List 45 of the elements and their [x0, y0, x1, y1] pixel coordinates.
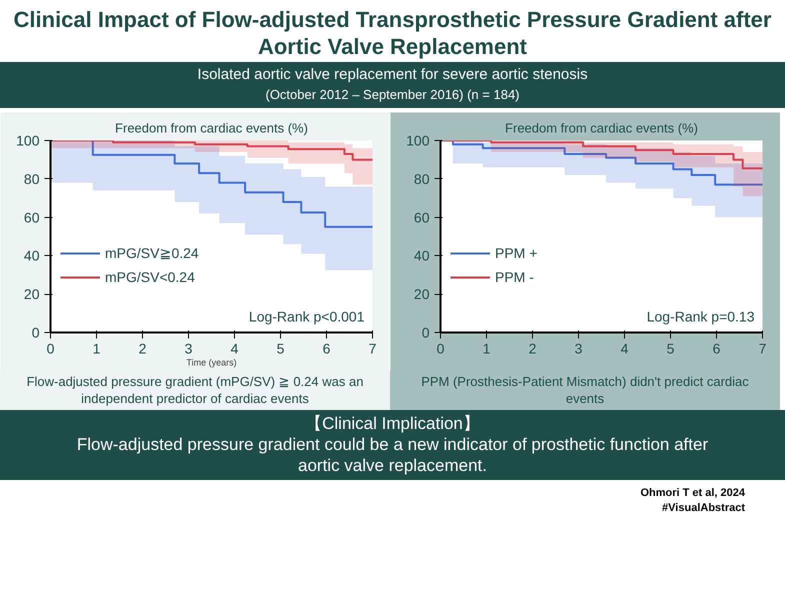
- y-axis-title: Freedom from cardiac events (%): [115, 120, 308, 136]
- x-tick-label: 2: [528, 340, 537, 356]
- text: #VisualAbstract: [662, 502, 745, 514]
- legend-label: PPM -: [495, 269, 534, 285]
- y-tick-label: 20: [24, 286, 40, 302]
- x-tick-label: 0: [436, 340, 445, 356]
- y-tick-label: 40: [24, 248, 40, 264]
- x-tick-label: 7: [368, 340, 377, 356]
- y-tick-label: 20: [414, 286, 430, 302]
- legend-label: PPM +: [495, 245, 538, 261]
- x-tick-label: 1: [92, 340, 101, 356]
- x-tick-label: 7: [758, 340, 767, 356]
- x-tick-label: 1: [482, 340, 491, 356]
- y-tick-label: 100: [406, 132, 430, 148]
- y-tick-label: 0: [32, 324, 40, 340]
- annotation: Log-Rank p=0.13: [646, 308, 755, 324]
- annotation: Log-Rank p<0.001: [248, 308, 365, 324]
- y-tick-label: 80: [414, 170, 430, 187]
- y-axis-title: Freedom from cardiac events (%): [505, 120, 698, 136]
- x-tick-label: 3: [574, 340, 583, 356]
- y-tick-label: 60: [414, 209, 430, 226]
- y-tick-label: 0: [422, 324, 430, 340]
- x-tick-label: 5: [666, 340, 675, 356]
- x-tick-label: 2: [138, 340, 147, 356]
- y-tick-label: 40: [414, 248, 430, 264]
- text: Ohmori T et al, 2024: [640, 487, 745, 499]
- legend-label: mPG/SV<0.24: [105, 269, 195, 285]
- text: Flow-adjusted pressure gradient (mPG/SV) ≧ 0.24 was an independent predictor of cardiac events: [0, 370, 390, 410]
- x-tick-label: 5: [276, 340, 285, 356]
- x-tick-label: 4: [230, 340, 239, 356]
- y-tick-label: 60: [24, 209, 40, 226]
- chart-title: Clinical Impact of Flow-adjusted Transprosthetic Pressure Gradient after Aortic Valve Replacement: [12, 6, 772, 60]
- text: 【Clinical Implication】: [305, 414, 480, 433]
- y-tick-label: 100: [16, 132, 40, 148]
- x-tick-label: 6: [322, 340, 331, 356]
- legend-label: mPG/SV≧0.24: [105, 245, 199, 261]
- text: Flow-adjusted pressure gradient could be a new indicator of prosthetic function after aortic valve replacement.: [76, 435, 708, 475]
- y-tick-label: 80: [24, 170, 40, 187]
- x-tick-label: 0: [46, 340, 55, 356]
- x-tick-label: 4: [620, 340, 629, 356]
- x-tick-label: 6: [712, 340, 721, 356]
- x-axis-title: Time (years): [186, 358, 237, 368]
- x-tick-label: 3: [184, 340, 193, 356]
- text: PPM (Prosthesis-Patient Mismatch) didn't predict cardiac events: [390, 370, 780, 410]
- chart-subtitle: Isolated aortic valve replacement for severe aortic stenosis (October 2012 – September 2016) (n = 184): [0, 62, 785, 108]
